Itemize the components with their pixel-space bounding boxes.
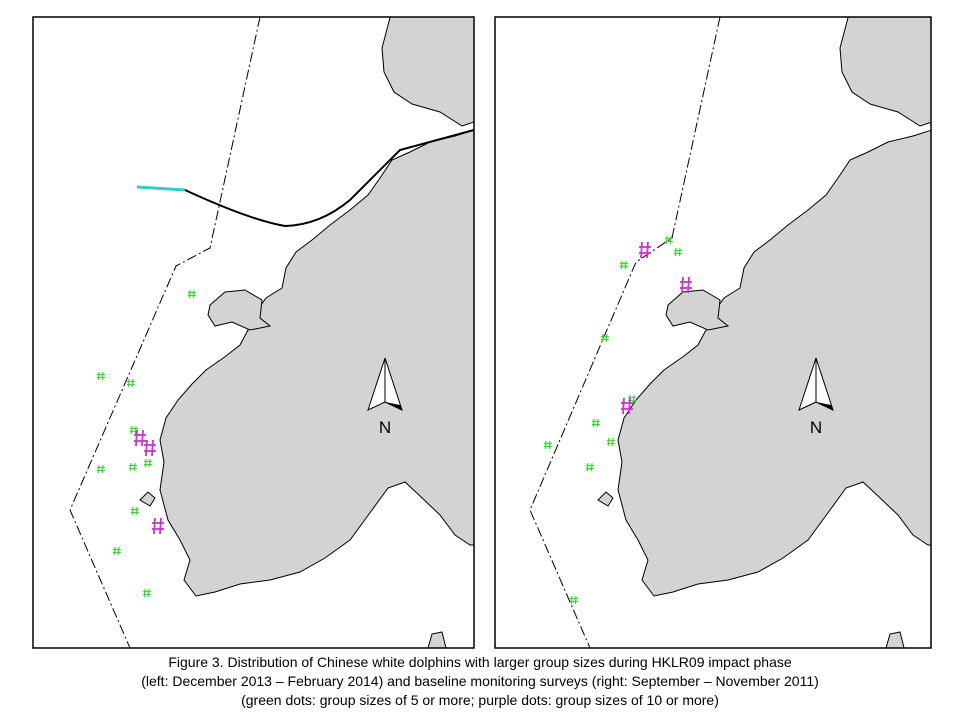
right-frame [494, 16, 932, 649]
left-frame [32, 16, 475, 649]
left-map [69, 17, 474, 648]
north-label: N [379, 418, 391, 437]
north-arrow: N [798, 357, 834, 437]
caption-line: (green dots: group sizes of 5 or more; p… [241, 692, 719, 708]
caption-line: Figure 3. Distribution of Chinese white … [168, 654, 792, 670]
north-label: N [810, 418, 822, 437]
north-arrow: N [367, 357, 403, 437]
caption-line: (left: December 2013 – February 2014) an… [141, 673, 819, 689]
right-map [529, 17, 931, 648]
